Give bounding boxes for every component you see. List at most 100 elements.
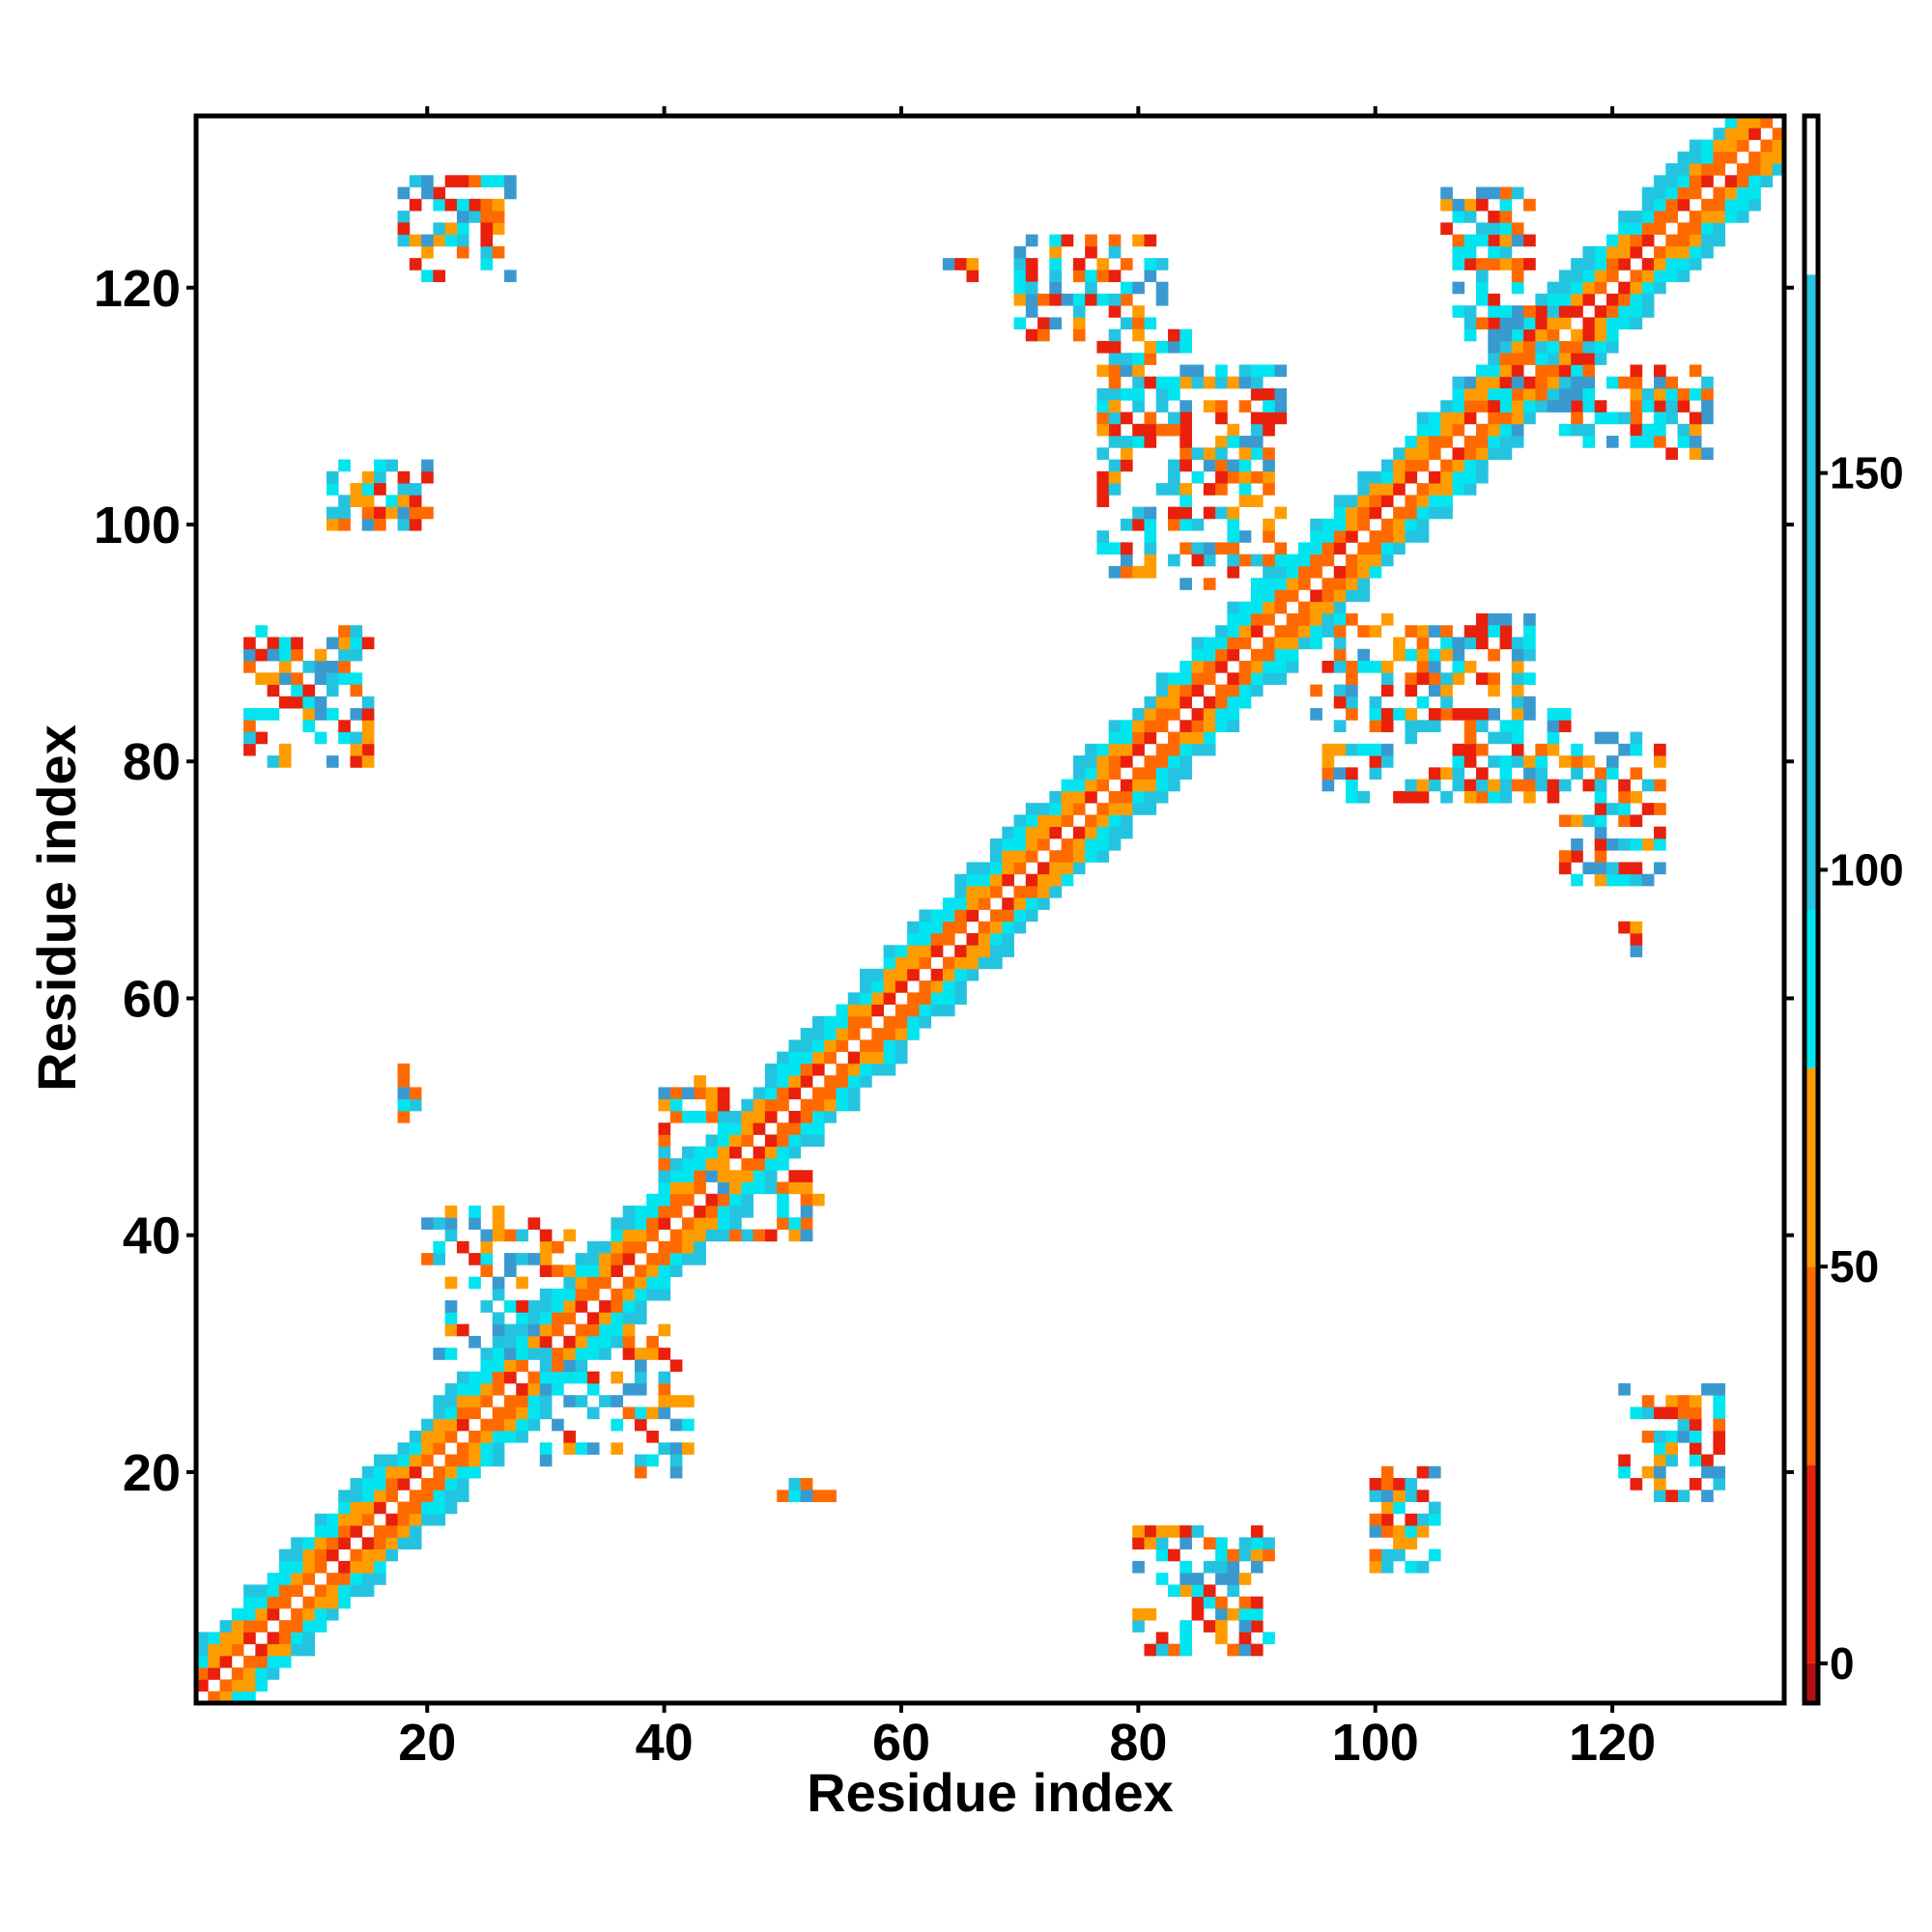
heatmap-cell bbox=[622, 1206, 636, 1218]
heatmap-cell bbox=[1547, 790, 1560, 804]
heatmap-cell bbox=[456, 245, 469, 259]
heatmap-cell bbox=[860, 980, 872, 993]
heatmap-cell bbox=[1463, 388, 1477, 401]
heatmap-cell bbox=[1405, 470, 1418, 484]
heatmap-cell bbox=[1263, 400, 1275, 412]
heatmap-cell bbox=[1227, 459, 1240, 472]
heatmap-cell bbox=[942, 921, 955, 934]
heatmap-cell bbox=[1132, 305, 1145, 318]
heatmap-cell bbox=[456, 1406, 469, 1420]
heatmap-cell bbox=[1689, 436, 1702, 448]
heatmap-cell bbox=[326, 506, 339, 520]
heatmap-cell bbox=[1179, 1573, 1192, 1585]
heatmap-cell bbox=[527, 1371, 541, 1384]
heatmap-cell bbox=[1523, 637, 1536, 650]
heatmap-cell bbox=[599, 1300, 611, 1313]
heatmap-cell bbox=[1630, 1406, 1643, 1420]
heatmap-cell bbox=[966, 968, 980, 981]
heatmap-cell bbox=[705, 1134, 719, 1148]
heatmap-cell bbox=[705, 1170, 719, 1182]
heatmap-cell bbox=[1369, 470, 1382, 484]
heatmap-cell bbox=[1321, 755, 1335, 768]
heatmap-cell bbox=[1002, 945, 1014, 957]
heatmap-cell bbox=[1748, 151, 1761, 164]
heatmap-cell bbox=[1227, 637, 1240, 650]
heatmap-cell bbox=[1428, 648, 1441, 662]
heatmap-cell bbox=[350, 648, 363, 662]
heatmap-cell bbox=[1630, 743, 1643, 756]
heatmap-cell bbox=[1713, 222, 1726, 236]
heatmap-cell bbox=[1405, 672, 1418, 685]
heatmap-cell bbox=[1072, 755, 1086, 768]
heatmap-cell bbox=[1476, 281, 1489, 295]
heatmap-cell bbox=[800, 1193, 813, 1207]
heatmap-cell bbox=[1499, 767, 1513, 781]
heatmap-cell bbox=[1120, 554, 1133, 567]
heatmap-cell bbox=[255, 1667, 269, 1680]
heatmap-cell bbox=[1641, 270, 1655, 283]
heatmap-cell bbox=[729, 1134, 742, 1148]
heatmap-cell bbox=[800, 1206, 813, 1218]
heatmap-cell bbox=[1488, 340, 1500, 354]
heatmap-cell bbox=[1168, 684, 1180, 697]
heatmap-cell bbox=[1630, 423, 1643, 437]
heatmap-cell bbox=[658, 1157, 671, 1171]
heatmap-cell bbox=[480, 234, 494, 247]
heatmap-cell bbox=[575, 1288, 588, 1301]
heatmap-cell bbox=[503, 1264, 517, 1277]
heatmap-cell bbox=[385, 1465, 398, 1479]
heatmap-cell bbox=[1558, 400, 1572, 412]
y-tick-label: 40 bbox=[123, 1208, 181, 1265]
heatmap-cell bbox=[1476, 708, 1489, 721]
heatmap-cell bbox=[1085, 850, 1097, 863]
heatmap-cell bbox=[811, 1028, 825, 1040]
heatmap-cell bbox=[1724, 151, 1738, 164]
heatmap-cell bbox=[634, 1276, 647, 1290]
heatmap-cell bbox=[1297, 612, 1311, 626]
heatmap-cell bbox=[1499, 186, 1513, 200]
heatmap-cell bbox=[1440, 506, 1453, 520]
heatmap-cell bbox=[1463, 755, 1477, 768]
heatmap-cell bbox=[433, 1240, 446, 1254]
heatmap-cell bbox=[1523, 779, 1536, 792]
heatmap-cell bbox=[1179, 684, 1192, 697]
heatmap-cell bbox=[444, 1478, 458, 1491]
heatmap-cell bbox=[1369, 708, 1382, 721]
heatmap-cell bbox=[350, 1478, 363, 1491]
heatmap-cell bbox=[919, 1015, 932, 1029]
heatmap-cell bbox=[990, 933, 1003, 946]
heatmap-cell bbox=[1654, 1442, 1666, 1455]
heatmap-cell bbox=[575, 1395, 588, 1407]
heatmap-cell bbox=[1096, 470, 1110, 484]
heatmap-cell bbox=[1405, 1560, 1418, 1574]
heatmap-cell bbox=[1274, 506, 1288, 520]
heatmap-cell bbox=[255, 1620, 269, 1633]
heatmap-cell bbox=[1155, 672, 1169, 685]
heatmap-cell bbox=[503, 175, 517, 187]
heatmap-cell bbox=[1369, 530, 1382, 543]
heatmap-cell bbox=[243, 1620, 256, 1633]
heatmap-cell bbox=[527, 1382, 541, 1396]
heatmap-cell bbox=[1630, 270, 1643, 283]
heatmap-cell bbox=[646, 1335, 659, 1349]
heatmap-cell bbox=[717, 1134, 730, 1148]
heatmap-cell bbox=[1571, 270, 1583, 283]
heatmap-cell bbox=[1594, 281, 1607, 295]
heatmap-cell bbox=[350, 1490, 363, 1502]
heatmap-cell bbox=[480, 222, 494, 236]
heatmap-cell bbox=[1594, 779, 1607, 792]
heatmap-cell bbox=[1689, 1430, 1702, 1443]
heatmap-cell bbox=[1155, 696, 1169, 709]
heatmap-cell bbox=[1108, 731, 1122, 745]
heatmap-cell bbox=[954, 980, 967, 993]
heatmap-cell bbox=[669, 1157, 683, 1171]
heatmap-cell bbox=[1440, 696, 1453, 709]
heatmap-cell bbox=[1393, 542, 1406, 555]
heatmap-cell bbox=[1535, 767, 1548, 781]
heatmap-cell bbox=[1357, 578, 1370, 590]
heatmap-cell bbox=[1665, 1490, 1678, 1502]
heatmap-cell bbox=[1179, 696, 1192, 709]
heatmap-cell bbox=[1393, 470, 1406, 484]
heatmap-cell bbox=[1689, 222, 1702, 236]
heatmap-cell bbox=[552, 1312, 564, 1325]
